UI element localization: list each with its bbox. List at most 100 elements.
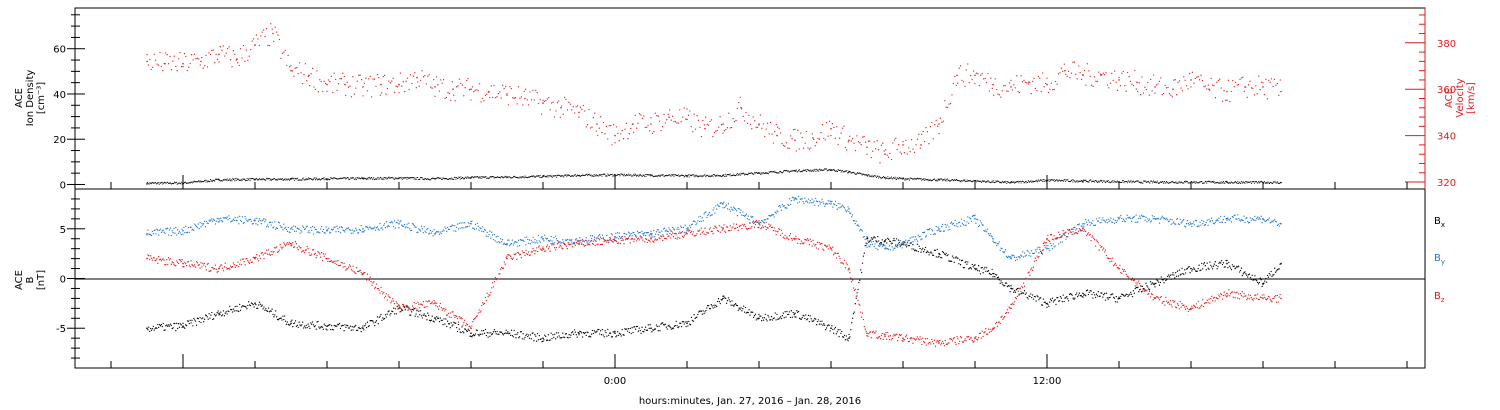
by-points-dot — [168, 229, 171, 231]
density-points-dot — [1241, 181, 1243, 183]
bx-points-dot — [733, 305, 735, 307]
velocity-points-point — [668, 116, 670, 118]
density-points-dot — [417, 178, 419, 181]
velocity-points-dot — [997, 93, 999, 95]
density-points-dot — [592, 175, 594, 177]
velocity-points-dot — [579, 106, 582, 108]
by-points-dot — [1016, 258, 1018, 261]
density-points-dot — [504, 176, 506, 178]
bx-points-dot — [166, 324, 168, 326]
bx-points-dot — [781, 315, 784, 317]
bx-points-dot — [815, 324, 818, 326]
by-points-dot — [752, 222, 755, 225]
density-points-dot — [1076, 180, 1078, 182]
by-points-dot — [221, 220, 223, 222]
bx-points-dot — [1251, 274, 1253, 276]
velocity-points-dot — [288, 66, 291, 68]
velocity-points-dot — [297, 72, 299, 75]
density-points-dot — [1162, 181, 1164, 183]
bx-points-dot — [199, 316, 201, 319]
by-points-dot — [523, 240, 525, 243]
by-points-dot — [149, 234, 152, 236]
bx-points-dot — [418, 310, 420, 312]
by-points-dot — [334, 226, 336, 228]
by-points-dot — [1065, 238, 1067, 240]
bx-points-dot — [362, 325, 364, 327]
velocity-points-dot — [1066, 75, 1068, 77]
bx-points-dot — [284, 315, 286, 317]
bx-points-dot — [256, 307, 258, 309]
bx-points-dot — [552, 334, 554, 336]
density-points-dot — [324, 179, 326, 181]
bx-points-point — [578, 332, 580, 335]
density-points-dot — [529, 176, 531, 178]
velocity-points-dot — [153, 53, 155, 55]
velocity-points-dot — [611, 144, 613, 146]
bx-points-dot — [502, 334, 505, 336]
velocity-points-dot — [1088, 70, 1090, 72]
by-points-dot — [838, 207, 840, 209]
by-points-dot — [491, 231, 493, 233]
by-points-dot — [873, 245, 875, 248]
velocity-points-dot — [324, 82, 327, 85]
bx-points-dot — [1130, 291, 1132, 294]
velocity-points-dot — [198, 58, 200, 60]
by-points-dot — [718, 205, 721, 208]
bx-points-dot — [330, 324, 333, 327]
velocity-points-dot — [921, 133, 923, 136]
by-points-dot — [968, 217, 971, 219]
bx-points-dot — [1042, 298, 1045, 300]
density-points-dot — [1226, 180, 1228, 182]
velocity-points-dot — [298, 62, 301, 64]
density-points-dot — [645, 175, 647, 177]
bx-points-dot — [1054, 299, 1056, 301]
by-points-dot — [738, 208, 740, 210]
by-points-dot — [482, 226, 484, 228]
by-points-dot — [999, 249, 1001, 252]
bx-points-dot — [651, 331, 653, 333]
density-points-dot — [637, 174, 639, 176]
velocity-points-dot — [162, 70, 164, 72]
bx-points-dot — [1163, 282, 1165, 284]
bx-points-dot — [897, 239, 900, 241]
bx-points-dot — [412, 309, 415, 311]
velocity-points-dot — [339, 78, 341, 80]
bx-points-dot — [626, 328, 628, 330]
by-points-dot — [778, 205, 780, 208]
density-points-dot — [1090, 179, 1092, 181]
by-points-dot — [594, 240, 596, 242]
bx-points-dot — [853, 311, 856, 313]
velocity-points-dot — [1252, 87, 1254, 90]
bx-points-dot — [713, 304, 715, 306]
density-points-dot — [354, 178, 356, 180]
by-points-dot — [874, 243, 876, 245]
bx-points-dot — [376, 316, 379, 318]
bx-points-dot — [924, 246, 927, 249]
bx-points-dot — [641, 326, 643, 329]
bx-points-dot — [990, 273, 992, 276]
by-points-dot — [621, 237, 623, 240]
density-points-dot — [193, 181, 195, 183]
by-points-dot — [585, 237, 587, 239]
velocity-points-dot — [329, 81, 331, 83]
bx-points-dot — [855, 297, 857, 299]
bx-points-dot — [764, 313, 766, 316]
bx-points-dot — [485, 334, 487, 337]
velocity-points-dot — [990, 77, 992, 79]
velocity-points-dot — [862, 136, 864, 138]
bx-points-dot — [901, 243, 903, 246]
velocity-points-dot — [718, 126, 720, 128]
by-points-dot — [359, 229, 361, 231]
velocity-points-dot — [746, 122, 749, 124]
bx-points-dot — [1096, 295, 1099, 297]
by-points-dot — [1039, 246, 1041, 249]
by-points-dot — [851, 214, 854, 216]
bx-points-dot — [1067, 300, 1070, 302]
velocity-points-dot — [307, 75, 309, 77]
velocity-points-point — [272, 32, 274, 35]
bx-points-dot — [1015, 289, 1018, 291]
density-points-dot — [169, 181, 171, 183]
bx-points-dot — [1218, 262, 1220, 265]
velocity-points-dot — [471, 86, 474, 88]
bx-points-dot — [438, 320, 441, 323]
